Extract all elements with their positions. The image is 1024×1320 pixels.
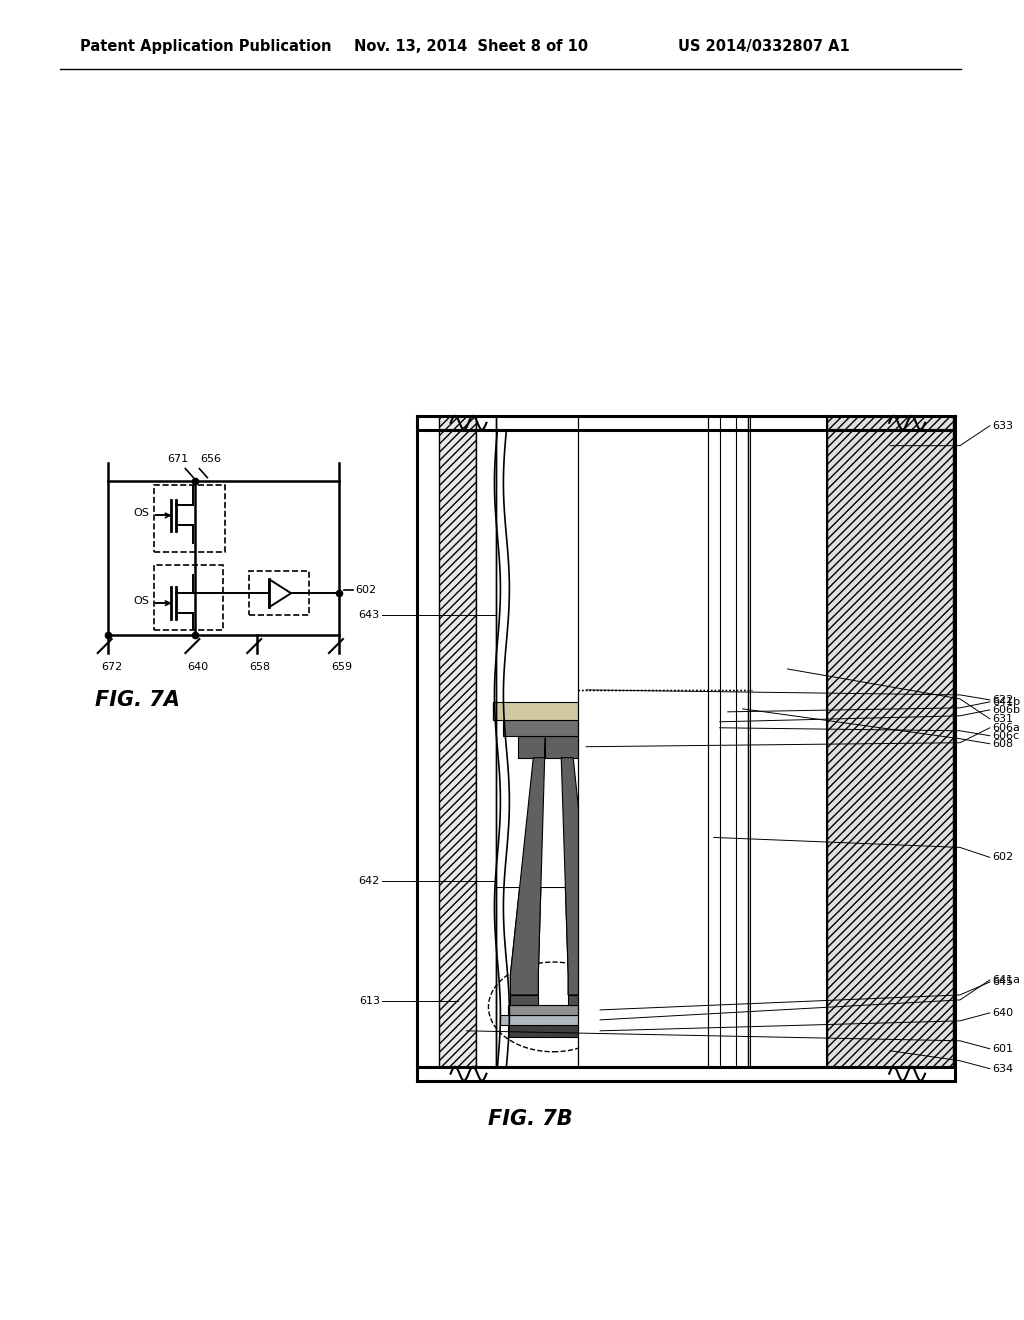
Bar [497,416,748,1067]
Text: 641a: 641a [992,975,1020,985]
Text: US 2014/0332807 A1: US 2014/0332807 A1 [678,40,850,54]
Bar [735,416,750,1067]
Bar [494,702,613,719]
Text: 634: 634 [992,1064,1013,1073]
Text: 658: 658 [249,661,270,672]
Bar [748,416,827,1067]
Text: 672: 672 [101,661,123,672]
Text: 601: 601 [992,1044,1013,1053]
Bar [708,416,720,1067]
Bar [497,887,579,1067]
Text: OS: OS [133,508,150,519]
Text: Patent Application Publication: Patent Application Publication [80,40,331,54]
Text: 645: 645 [992,977,1013,987]
Polygon shape [561,758,596,995]
Bar [568,995,596,1005]
Bar [579,416,708,1067]
Text: OS: OS [133,597,150,606]
Bar [748,416,827,1067]
Bar [720,416,735,1067]
Text: 606b: 606b [992,705,1020,715]
Text: 640: 640 [992,1008,1013,1018]
Bar [504,719,603,735]
Text: 613: 613 [358,995,380,1006]
Bar [501,1015,606,1024]
Bar [518,735,588,758]
Text: FIG. 7B: FIG. 7B [488,1109,573,1129]
Bar [579,416,748,1067]
Text: 606a: 606a [992,723,1020,733]
Text: 633: 633 [992,421,1013,430]
Bar [476,416,497,1067]
Bar [438,416,476,1067]
Text: Nov. 13, 2014  Sheet 8 of 10: Nov. 13, 2014 Sheet 8 of 10 [354,40,588,54]
Text: 606c: 606c [992,731,1019,741]
Text: 631: 631 [992,714,1013,723]
Bar [827,416,953,1067]
Text: 641b: 641b [992,697,1020,708]
Bar [518,735,588,758]
Bar [497,430,579,887]
Text: 671: 671 [168,454,188,463]
Bar [494,702,613,719]
Bar [510,995,539,1005]
Bar [497,430,579,887]
Bar [497,887,579,1067]
Text: 602: 602 [992,853,1013,862]
Bar [504,719,603,735]
Text: 602: 602 [355,585,376,595]
Text: 608: 608 [992,739,1013,748]
Bar [494,430,497,887]
Text: 659: 659 [331,661,352,672]
Bar [518,735,588,758]
Polygon shape [510,738,545,995]
Text: 643: 643 [358,610,380,620]
Text: 640: 640 [187,661,209,672]
Text: 622: 622 [992,694,1013,705]
Text: 656: 656 [201,454,221,463]
Text: FIG. 7A: FIG. 7A [94,690,179,710]
Bar [497,416,748,1067]
Bar [508,1005,598,1015]
Bar [497,430,579,887]
Polygon shape [561,758,596,995]
Text: 642: 642 [358,876,380,886]
Bar [508,1024,598,1036]
Bar [494,702,613,719]
Bar [504,719,603,735]
Polygon shape [510,738,545,995]
